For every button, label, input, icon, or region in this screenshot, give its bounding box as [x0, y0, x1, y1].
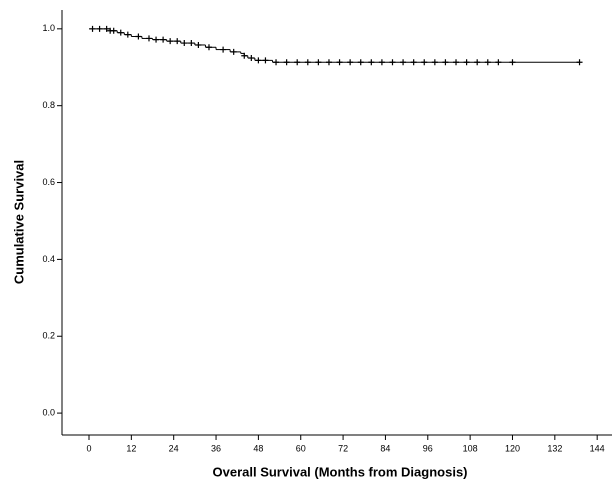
x-tick-label: 0 — [86, 443, 91, 453]
censor-mark — [400, 59, 407, 66]
censor-mark — [453, 59, 460, 66]
censor-mark — [262, 57, 269, 64]
x-tick-label: 120 — [505, 443, 520, 453]
x-tick-label: 108 — [463, 443, 478, 453]
censor-mark — [474, 59, 481, 66]
censor-mark — [509, 59, 516, 66]
censor-mark — [160, 36, 167, 43]
x-tick-label: 72 — [338, 443, 348, 453]
censor-mark — [205, 44, 212, 51]
censor-mark — [576, 59, 583, 66]
censor-mark — [304, 59, 311, 66]
censor-mark — [248, 55, 255, 62]
y-tick-label: 1.0 — [42, 23, 55, 33]
censor-mark — [410, 59, 417, 66]
censor-mark — [89, 25, 96, 32]
x-tick-label: 36 — [211, 443, 221, 453]
censor-mark — [195, 41, 202, 48]
censor-mark — [188, 40, 195, 47]
x-tick-label: 60 — [296, 443, 306, 453]
censor-mark — [463, 59, 470, 66]
x-tick-label: 96 — [423, 443, 433, 453]
censor-mark — [336, 59, 343, 66]
y-axis-title: Cumulative Survival — [11, 160, 26, 284]
censor-mark — [124, 31, 131, 38]
y-tick-label: 0.2 — [42, 331, 55, 341]
censor-mark — [241, 52, 248, 59]
censor-mark — [135, 33, 142, 40]
x-axis-title: Overall Survival (Months from Diagnosis) — [213, 464, 468, 479]
y-tick-label: 0.0 — [42, 407, 55, 417]
censor-mark — [110, 27, 117, 34]
censor-mark — [174, 38, 181, 45]
censor-mark — [389, 59, 396, 66]
y-tick-label: 0.8 — [42, 100, 55, 110]
censor-mark — [167, 38, 174, 45]
censor-mark — [431, 59, 438, 66]
censor-mark — [117, 29, 124, 36]
y-tick-label: 0.4 — [42, 254, 55, 264]
y-tick-label: 0.6 — [42, 177, 55, 187]
x-tick-label: 48 — [253, 443, 263, 453]
censor-mark — [255, 57, 262, 64]
censor-mark — [153, 36, 160, 43]
censor-mark — [145, 35, 152, 42]
censor-mark — [103, 25, 110, 32]
censor-mark — [495, 59, 502, 66]
x-tick-label: 132 — [547, 443, 562, 453]
censor-mark — [357, 59, 364, 66]
censor-mark — [96, 25, 103, 32]
censor-mark — [368, 59, 375, 66]
censor-mark — [283, 59, 290, 66]
censor-mark — [421, 59, 428, 66]
x-tick-label: 24 — [169, 443, 179, 453]
censor-mark — [181, 40, 188, 47]
censor-mark — [273, 59, 280, 66]
censor-mark — [442, 59, 449, 66]
censor-mark — [220, 46, 227, 53]
censor-mark — [294, 59, 301, 66]
censor-mark — [315, 59, 322, 66]
x-tick-label: 144 — [590, 443, 605, 453]
censor-mark — [230, 48, 237, 55]
censor-mark — [484, 59, 491, 66]
x-tick-label: 84 — [380, 443, 390, 453]
x-tick-label: 12 — [126, 443, 136, 453]
censor-mark — [378, 59, 385, 66]
censor-mark — [347, 59, 354, 66]
censor-mark — [325, 59, 332, 66]
